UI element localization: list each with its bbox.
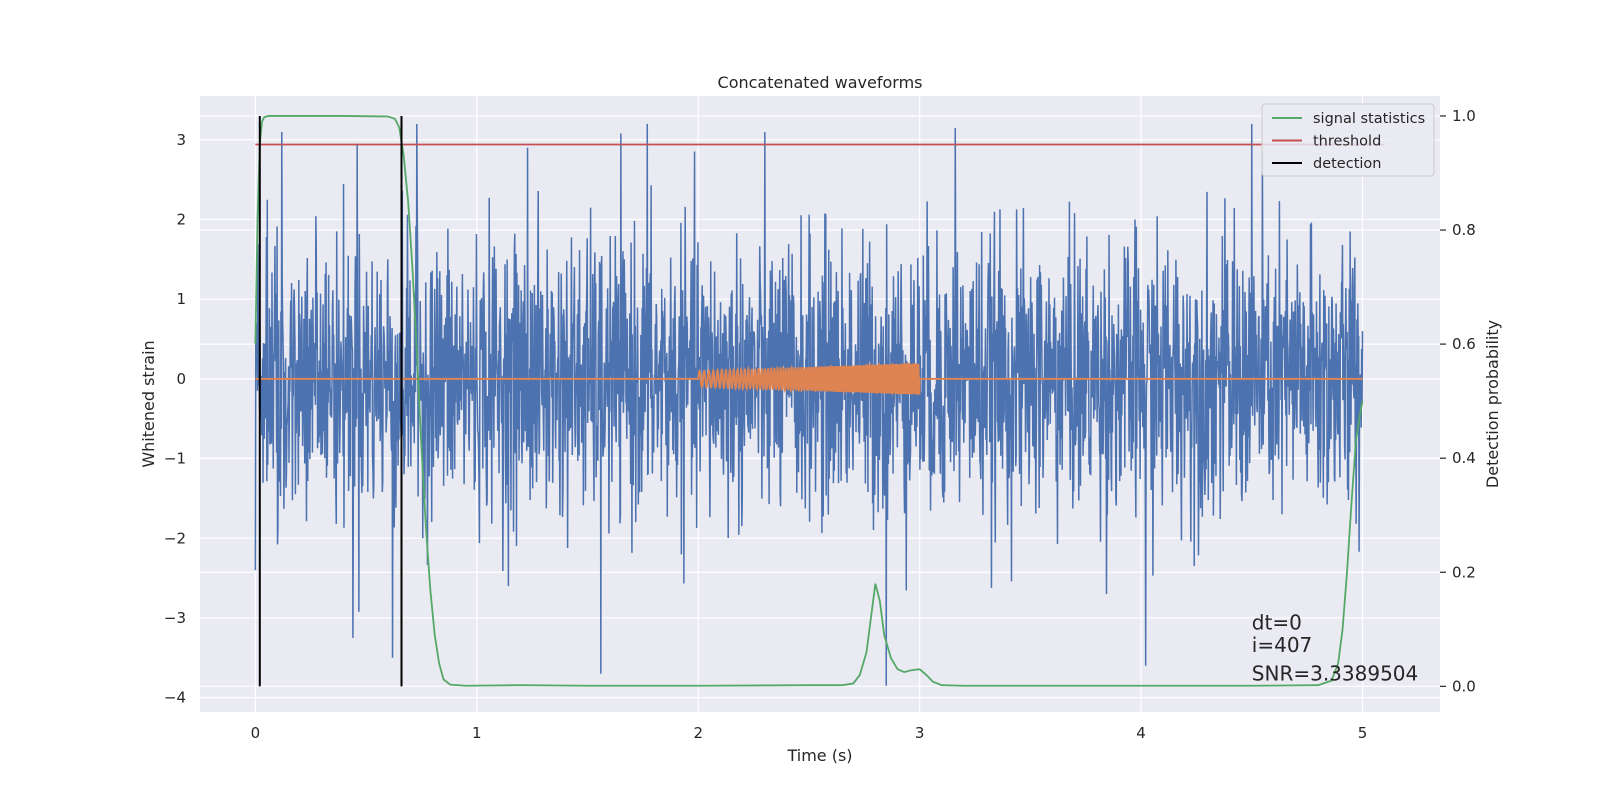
x-tick-label: 3 <box>915 724 925 742</box>
y-tick-label: −2 <box>164 529 186 547</box>
y-tick-label: 2 <box>176 211 186 229</box>
ticks: 0 1 2 3 4 5 −4 −3 −2 −1 0 1 2 3 0.0 0.2 0.4 0.6 0.8 1.0 <box>164 107 1476 742</box>
y-tick-label: 3 <box>176 131 186 149</box>
x-tick-label: 0 <box>251 724 261 742</box>
annotation-text: i=407 <box>1252 633 1313 657</box>
x-tick-label: 2 <box>693 724 703 742</box>
series-noise-strain <box>254 123 1364 686</box>
legend-label: detection <box>1313 156 1381 172</box>
x-tick-label: 1 <box>472 724 482 742</box>
legend-entries: signal statistics threshold detection <box>1272 111 1425 172</box>
y-tick-label: 0 <box>176 370 186 388</box>
annotations: dt=0i=407 SNR=3.3389504 <box>1252 610 1418 685</box>
y2-tick-label: 0.0 <box>1452 677 1476 695</box>
y-tick-label: −3 <box>164 609 186 627</box>
chart-title: Concatenated waveforms <box>718 73 923 92</box>
y2-tick-label: 0.2 <box>1452 563 1476 581</box>
legend-box <box>1261 103 1435 177</box>
x-tick-label: 5 <box>1358 724 1368 742</box>
series-signal-statistics <box>254 115 1364 687</box>
legend: signal statistics threshold detection <box>1261 103 1435 177</box>
x-axis-label: Time (s) <box>786 746 852 765</box>
legend-label: signal statistics <box>1313 111 1425 127</box>
annotation-text: SNR=3.3389504 <box>1252 662 1418 686</box>
x-tick-label: 4 <box>1136 724 1146 742</box>
y2-tick-label: 0.6 <box>1452 335 1476 353</box>
y2-tick-label: 1.0 <box>1452 107 1476 125</box>
y2-axis-label: Detection probability <box>1483 320 1502 488</box>
annotation-text: dt=0 <box>1252 610 1302 634</box>
y-tick-label: −4 <box>164 689 186 707</box>
series-injected-waveform <box>255 361 1363 397</box>
y-tick-label: −1 <box>164 450 186 468</box>
y2-tick-label: 0.4 <box>1452 449 1476 467</box>
y2-tick-label: 0.8 <box>1452 221 1476 239</box>
legend-label: threshold <box>1313 134 1381 150</box>
y-axis-label: Whitened strain <box>139 340 158 467</box>
y-tick-label: 1 <box>176 290 186 308</box>
data-layer <box>254 115 1385 687</box>
